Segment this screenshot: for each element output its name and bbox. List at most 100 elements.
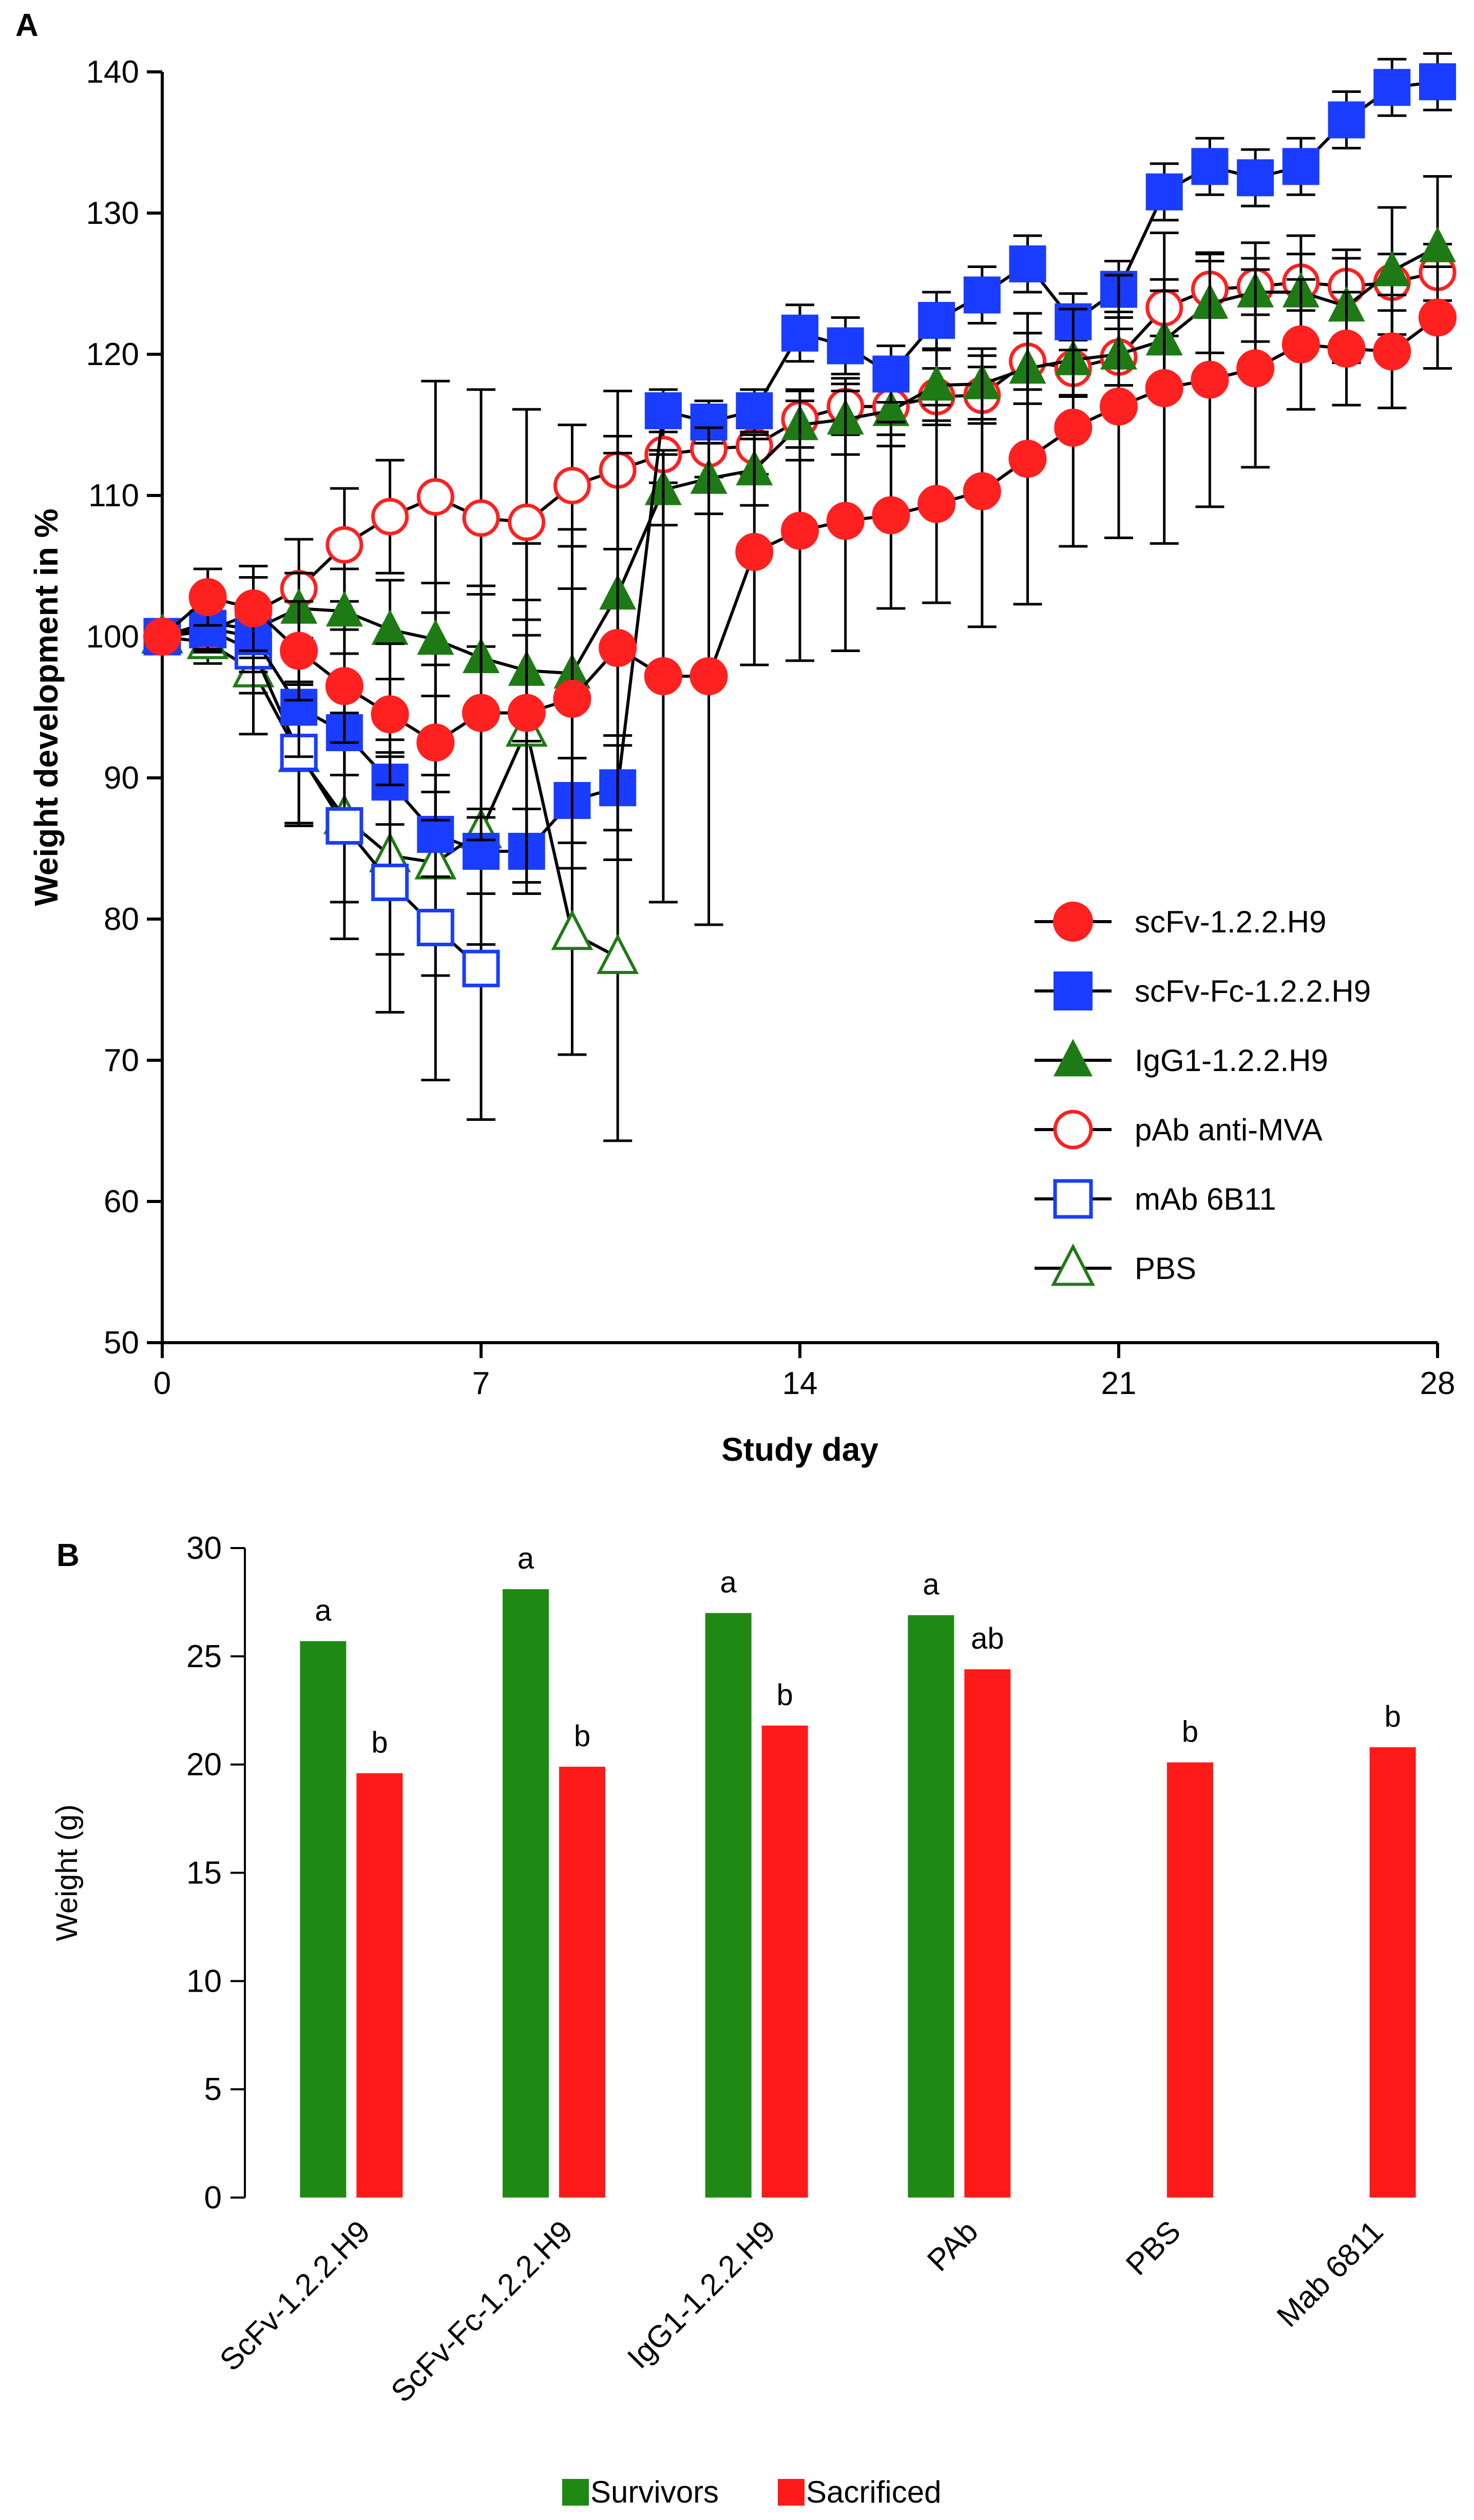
data-point xyxy=(644,657,682,695)
data-point xyxy=(827,327,864,365)
legend: scFv-1.2.2.H9 scFv-Fc-1.2.2.H9 IgG1-1.2.2.… xyxy=(1035,902,1371,1286)
legend-marker xyxy=(1053,1110,1093,1150)
data-point xyxy=(416,723,455,762)
data-point xyxy=(280,632,318,670)
data-point xyxy=(326,526,363,564)
data-point xyxy=(417,816,454,853)
significance-label: a xyxy=(315,1594,332,1627)
legend-swatch xyxy=(778,2479,805,2506)
data-point xyxy=(872,496,910,534)
legend-label: Sacrificed xyxy=(806,2475,941,2509)
bar xyxy=(1369,1747,1416,2198)
data-point xyxy=(1328,101,1365,139)
y-tick-label: 90 xyxy=(104,760,139,796)
data-point xyxy=(1419,226,1456,262)
data-point xyxy=(508,503,546,541)
data-point xyxy=(872,355,910,393)
category-label: Mab 6811 xyxy=(1270,2214,1390,2334)
bar xyxy=(908,1615,954,2198)
y-tick-label: 5 xyxy=(204,2072,222,2107)
bar xyxy=(300,1641,347,2198)
data-point xyxy=(188,578,227,616)
data-point xyxy=(736,392,773,429)
data-point xyxy=(1191,360,1229,399)
bar xyxy=(559,1766,605,2198)
y-tick-label: 100 xyxy=(86,619,139,655)
data-point xyxy=(1373,251,1411,287)
y-tick-label: 80 xyxy=(104,902,139,937)
category-label: ScFv-1.2.2.H9 xyxy=(213,2214,377,2378)
data-point xyxy=(1419,63,1456,101)
data-point xyxy=(963,472,1001,510)
significance-label: b xyxy=(1182,1715,1198,1748)
legend-marker xyxy=(1053,1179,1093,1219)
data-point xyxy=(416,909,454,946)
category-label: PAb xyxy=(921,2214,984,2278)
bar xyxy=(705,1613,752,2198)
significance-label: a xyxy=(923,1568,940,1601)
significance-label: a xyxy=(518,1542,534,1575)
data-point xyxy=(599,629,637,667)
data-point xyxy=(644,392,682,429)
data-point xyxy=(1419,298,1457,337)
legend-marker xyxy=(1051,1243,1095,1286)
data-point xyxy=(1236,349,1275,388)
legend-label: mAb 6B11 xyxy=(1135,1182,1276,1216)
significance-label: b xyxy=(574,1720,590,1753)
data-point xyxy=(553,467,591,505)
y-tick-label: 20 xyxy=(186,1747,222,1783)
legend-label: IgG1-1.2.2.H9 xyxy=(1135,1043,1328,1078)
y-tick-label: 130 xyxy=(86,196,139,231)
data-point xyxy=(507,694,546,732)
category-label: ScFv-Fc-1.2.2.H9 xyxy=(384,2214,579,2409)
bar xyxy=(503,1589,549,2198)
data-point xyxy=(1009,245,1046,282)
x-tick-label: 7 xyxy=(472,1366,490,1401)
panel-b-label: B xyxy=(56,1538,80,1573)
y-tick-label: 120 xyxy=(86,337,139,372)
legend-marker xyxy=(1053,902,1093,942)
data-point xyxy=(1008,440,1047,478)
data-point xyxy=(371,695,409,734)
category-label: IgG1-1.2.2.H9 xyxy=(621,2214,782,2375)
data-point xyxy=(417,619,454,655)
bar xyxy=(964,1669,1011,2198)
data-point xyxy=(1282,148,1319,185)
data-point xyxy=(1373,69,1411,106)
data-point xyxy=(462,949,500,987)
data-point xyxy=(1373,332,1411,371)
x-tick-label: 14 xyxy=(782,1366,818,1401)
y-tick-label: 60 xyxy=(104,1184,139,1219)
data-point xyxy=(690,657,728,695)
data-point xyxy=(781,511,819,550)
legend-marker xyxy=(1054,1039,1093,1077)
data-point xyxy=(326,590,363,627)
data-point xyxy=(1145,369,1183,407)
significance-label: b xyxy=(1385,1700,1401,1733)
y-tick-label: 10 xyxy=(186,1963,222,1999)
data-point xyxy=(325,667,363,705)
legend: Survivors Sacrificed xyxy=(562,2475,941,2509)
data-point xyxy=(416,478,454,516)
significance-label: ab xyxy=(971,1622,1004,1655)
data-point xyxy=(553,680,591,718)
data-point xyxy=(1145,173,1183,211)
data-point xyxy=(1237,159,1274,197)
data-point xyxy=(918,302,955,339)
y-tick-label: 0 xyxy=(204,2180,222,2216)
data-point xyxy=(872,390,910,426)
data-point xyxy=(234,589,273,627)
data-point xyxy=(551,909,594,950)
data-point xyxy=(1054,409,1093,447)
data-point xyxy=(735,533,774,571)
data-point xyxy=(963,276,1001,314)
x-axis-title: Study day xyxy=(721,1431,878,1468)
bar xyxy=(1167,1762,1213,2198)
panel-a-label: A xyxy=(15,8,39,43)
legend-label: PBS xyxy=(1135,1251,1196,1286)
data-point xyxy=(826,502,865,540)
data-point xyxy=(918,365,955,401)
data-point xyxy=(781,314,818,352)
